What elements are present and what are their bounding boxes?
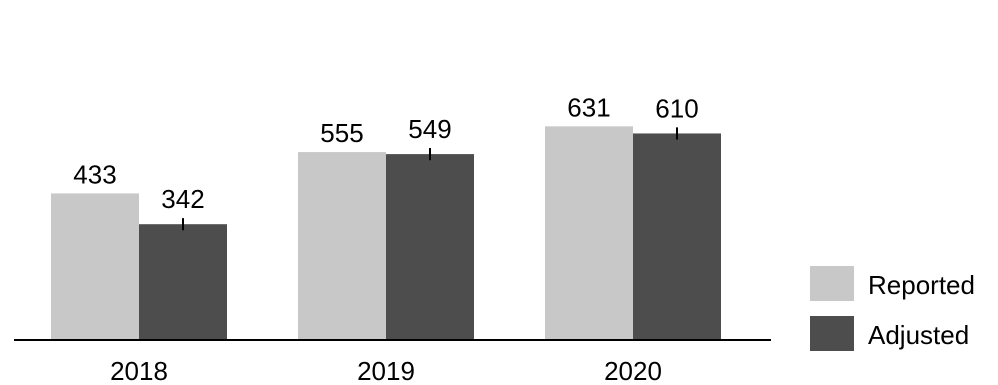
x-tick-label-2018: 2018	[110, 356, 168, 385]
legend: Reported Adjusted	[810, 266, 975, 351]
bar-adjusted-2019	[386, 154, 474, 340]
bar-reported-2019	[298, 152, 386, 340]
value-label-reported-2019: 555	[320, 118, 363, 148]
value-label-reported-2020: 631	[567, 92, 610, 122]
error-bars-group	[182, 127, 678, 231]
x-tick-label-2020: 2020	[604, 356, 662, 385]
x-tick-labels-group: 2018 2019 2020	[110, 356, 662, 385]
bar-reported-2018	[51, 193, 139, 340]
bar-reported-2020	[545, 126, 633, 340]
x-tick-label-2019: 2019	[357, 356, 415, 385]
legend-label-adjusted: Adjusted	[868, 320, 969, 350]
bar-adjusted-2018	[139, 224, 227, 340]
bars-group	[51, 126, 721, 340]
value-label-adjusted-2020: 610	[655, 93, 698, 123]
bar-adjusted-2020	[633, 133, 721, 340]
value-label-adjusted-2018: 342	[161, 184, 204, 214]
value-label-reported-2018: 433	[73, 159, 116, 189]
legend-swatch-adjusted	[810, 316, 854, 351]
legend-swatch-reported	[810, 266, 854, 301]
value-label-adjusted-2019: 549	[408, 114, 451, 144]
legend-label-reported: Reported	[868, 270, 975, 300]
value-labels-group: 433 342 555 549 631 610	[73, 92, 698, 214]
